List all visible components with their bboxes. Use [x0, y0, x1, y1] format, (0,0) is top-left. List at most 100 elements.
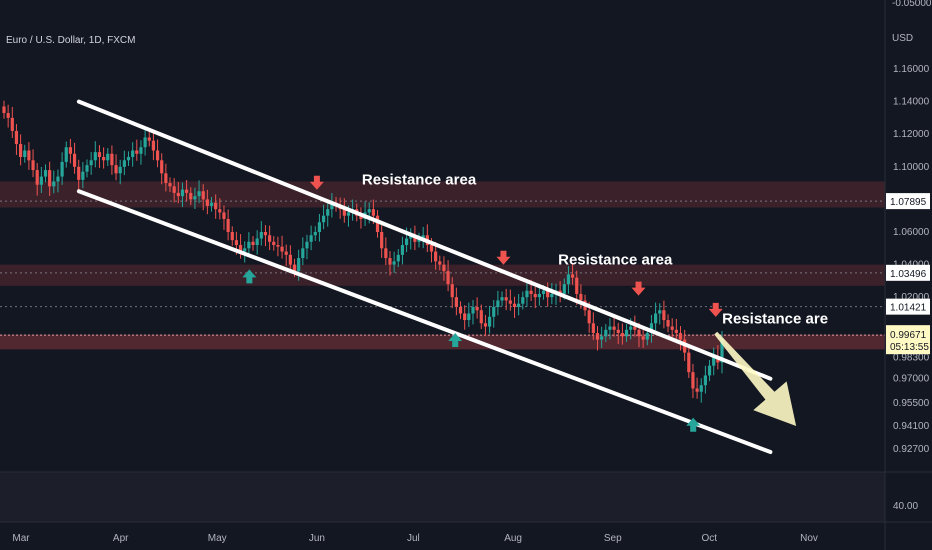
projection-arrow[interactable]: [714, 331, 797, 426]
time-tick-label: Mar: [12, 533, 30, 544]
candle-body: [649, 323, 654, 334]
candle-body: [413, 235, 417, 242]
candle-body: [517, 303, 521, 307]
candle-body: [600, 336, 604, 340]
down-arrow-icon: [631, 281, 646, 296]
candle-body: [31, 160, 35, 171]
price-tick-label: 0.97000: [893, 374, 930, 385]
candle-body: [72, 153, 77, 167]
candle-body: [114, 165, 118, 174]
time-tick-label: Aug: [504, 533, 522, 544]
candle-body: [641, 336, 645, 340]
time-tick-label: Sep: [604, 533, 622, 544]
candle-body: [85, 165, 89, 172]
candle-body: [400, 245, 405, 255]
candle-body: [185, 189, 189, 193]
candle-body: [297, 258, 301, 272]
candle-body: [608, 326, 612, 330]
price-tick-label: 1.16000: [893, 64, 930, 75]
current-price-tag: [886, 325, 930, 355]
candle-body: [612, 326, 616, 330]
annotations: Resistance area Resistance area Resistance…: [362, 172, 828, 328]
candle-body: [380, 232, 384, 249]
candle-body: [247, 241, 251, 249]
candle-body: [712, 355, 716, 366]
time-axis[interactable]: Mar Apr May Jun Jul Aug Sep Oct Nov: [12, 533, 818, 544]
candle-body: [180, 189, 185, 197]
price-tick-label: 1.14000: [893, 97, 930, 108]
candle-body: [429, 245, 434, 252]
descending-channel[interactable]: [76, 99, 773, 455]
candle-body: [467, 313, 471, 321]
candle-body: [77, 166, 81, 180]
candle-body: [579, 293, 583, 301]
price-tick-label: 0.95500: [893, 398, 930, 409]
candle-body: [550, 293, 554, 298]
price-level-tag: [886, 298, 930, 315]
candle-body: [591, 323, 595, 334]
candle-body: [367, 209, 371, 213]
candle-body: [492, 306, 496, 317]
candle-body: [106, 153, 110, 161]
candle-body: [126, 157, 131, 161]
price-tick-label: 1.10000: [893, 162, 930, 173]
candle-body: [64, 147, 68, 162]
candle-body: [259, 232, 263, 239]
candle-body: [176, 192, 180, 197]
candle-body: [458, 306, 463, 314]
candle-body: [471, 306, 475, 314]
candle-body: [52, 181, 56, 187]
currency-label: USD: [892, 33, 913, 44]
candle-body: [288, 254, 292, 265]
candle-body: [699, 385, 703, 392]
candle-body: [305, 241, 309, 249]
candle-body: [48, 170, 52, 187]
down-arrow-icon: [708, 302, 723, 317]
candle-body: [442, 264, 446, 272]
current-price-value: 0.99671: [890, 330, 927, 341]
candle-body: [155, 150, 160, 161]
candle-body: [463, 313, 467, 321]
candle-body: [359, 215, 363, 219]
price-tick-label: 1.06000: [893, 227, 930, 238]
candle-body: [214, 202, 218, 210]
channel-line-lower[interactable]: [76, 189, 773, 455]
time-tick-label: Oct: [702, 533, 718, 544]
candle-body: [226, 218, 230, 232]
resistance-zones: [0, 181, 885, 350]
resistance-zone: [0, 264, 885, 286]
candle-body: [487, 316, 492, 327]
candle-body: [537, 293, 541, 298]
candle-body: [720, 337, 724, 363]
price-levels: [0, 200, 885, 336]
candle-body: [197, 191, 201, 197]
resistance-annotation: Resistance area: [558, 252, 673, 269]
resistance-zone: [0, 181, 885, 208]
candle-body: [205, 199, 209, 206]
candle-body: [546, 290, 550, 298]
candle-body: [230, 232, 234, 241]
candle-body: [330, 202, 334, 210]
candle-body: [301, 248, 305, 259]
candle-body: [371, 209, 375, 216]
channel-line-upper[interactable]: [76, 99, 773, 381]
candle-body: [122, 160, 126, 167]
candle-body: [392, 261, 396, 265]
candle-body: [691, 372, 695, 389]
candle-body: [678, 333, 683, 340]
candle-body: [375, 215, 380, 232]
candle-body: [438, 261, 442, 265]
candle-body: [703, 375, 707, 386]
price-tick-label: 0.94100: [893, 421, 930, 432]
candle-body: [151, 140, 156, 151]
candle-body: [670, 326, 674, 330]
candle-body: [595, 333, 600, 340]
projection-arrow-shape[interactable]: [714, 331, 797, 426]
candle-body: [201, 191, 205, 200]
candle-body: [317, 222, 322, 232]
candle-body: [658, 310, 662, 314]
candle-body: [81, 171, 85, 180]
time-tick-label: May: [208, 533, 227, 544]
candle-body: [653, 313, 658, 324]
